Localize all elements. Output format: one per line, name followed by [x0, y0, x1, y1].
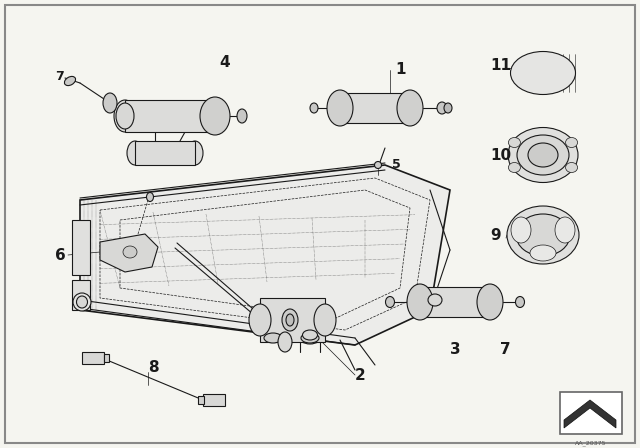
Ellipse shape: [528, 143, 558, 167]
Text: 7: 7: [55, 70, 64, 83]
Ellipse shape: [200, 97, 230, 135]
Ellipse shape: [566, 138, 577, 147]
Ellipse shape: [407, 284, 433, 320]
Text: 7: 7: [500, 342, 511, 357]
Ellipse shape: [400, 93, 420, 123]
Ellipse shape: [437, 102, 447, 114]
Ellipse shape: [555, 217, 575, 243]
Ellipse shape: [264, 333, 282, 343]
Bar: [260, 298, 325, 342]
Ellipse shape: [103, 93, 117, 113]
Polygon shape: [125, 100, 215, 132]
Ellipse shape: [77, 296, 88, 308]
Ellipse shape: [477, 284, 503, 320]
Text: 5: 5: [392, 158, 401, 171]
Ellipse shape: [410, 287, 430, 317]
Ellipse shape: [303, 330, 317, 340]
Polygon shape: [135, 141, 195, 165]
Ellipse shape: [508, 163, 520, 172]
Ellipse shape: [116, 103, 134, 129]
Ellipse shape: [327, 90, 353, 126]
Ellipse shape: [286, 314, 294, 326]
Bar: [82, 352, 104, 364]
Ellipse shape: [310, 103, 318, 113]
Ellipse shape: [374, 161, 381, 168]
Ellipse shape: [508, 128, 578, 182]
Ellipse shape: [301, 333, 319, 343]
Ellipse shape: [187, 141, 203, 165]
Ellipse shape: [508, 138, 520, 147]
Ellipse shape: [147, 193, 154, 202]
Ellipse shape: [249, 304, 271, 336]
Polygon shape: [340, 93, 410, 123]
Bar: [560, 392, 622, 434]
Ellipse shape: [282, 309, 298, 331]
Ellipse shape: [204, 100, 226, 132]
Ellipse shape: [65, 77, 76, 86]
Text: 8: 8: [148, 360, 159, 375]
Ellipse shape: [397, 90, 423, 126]
Bar: [203, 394, 225, 406]
Polygon shape: [80, 165, 450, 345]
Text: 6: 6: [55, 248, 66, 263]
Ellipse shape: [127, 141, 143, 165]
Bar: [72, 280, 90, 310]
Ellipse shape: [530, 245, 556, 261]
Ellipse shape: [480, 287, 500, 317]
Polygon shape: [420, 287, 490, 317]
Ellipse shape: [428, 294, 442, 306]
Text: 3: 3: [450, 342, 461, 357]
Ellipse shape: [511, 217, 531, 243]
Text: 9: 9: [490, 228, 500, 243]
Ellipse shape: [114, 100, 136, 132]
Bar: [72, 220, 90, 275]
Ellipse shape: [278, 332, 292, 352]
Text: 11: 11: [490, 58, 511, 73]
Ellipse shape: [73, 293, 91, 311]
Ellipse shape: [444, 103, 452, 113]
Ellipse shape: [566, 163, 577, 172]
Ellipse shape: [517, 135, 569, 175]
Polygon shape: [564, 400, 616, 428]
Text: 1: 1: [395, 62, 406, 77]
Ellipse shape: [516, 214, 570, 256]
Bar: [198, 396, 204, 404]
Ellipse shape: [237, 109, 247, 123]
Text: 10: 10: [490, 148, 511, 163]
Text: 4: 4: [220, 55, 230, 70]
Ellipse shape: [123, 246, 137, 258]
Ellipse shape: [507, 206, 579, 264]
Ellipse shape: [385, 297, 394, 307]
Ellipse shape: [314, 304, 336, 336]
Ellipse shape: [298, 326, 323, 344]
Ellipse shape: [515, 297, 525, 307]
Text: 2: 2: [355, 368, 365, 383]
Bar: [104, 354, 109, 362]
Ellipse shape: [511, 52, 575, 95]
Text: AA_20375: AA_20375: [575, 440, 607, 446]
Ellipse shape: [424, 291, 446, 309]
Ellipse shape: [330, 93, 350, 123]
Polygon shape: [100, 234, 158, 272]
